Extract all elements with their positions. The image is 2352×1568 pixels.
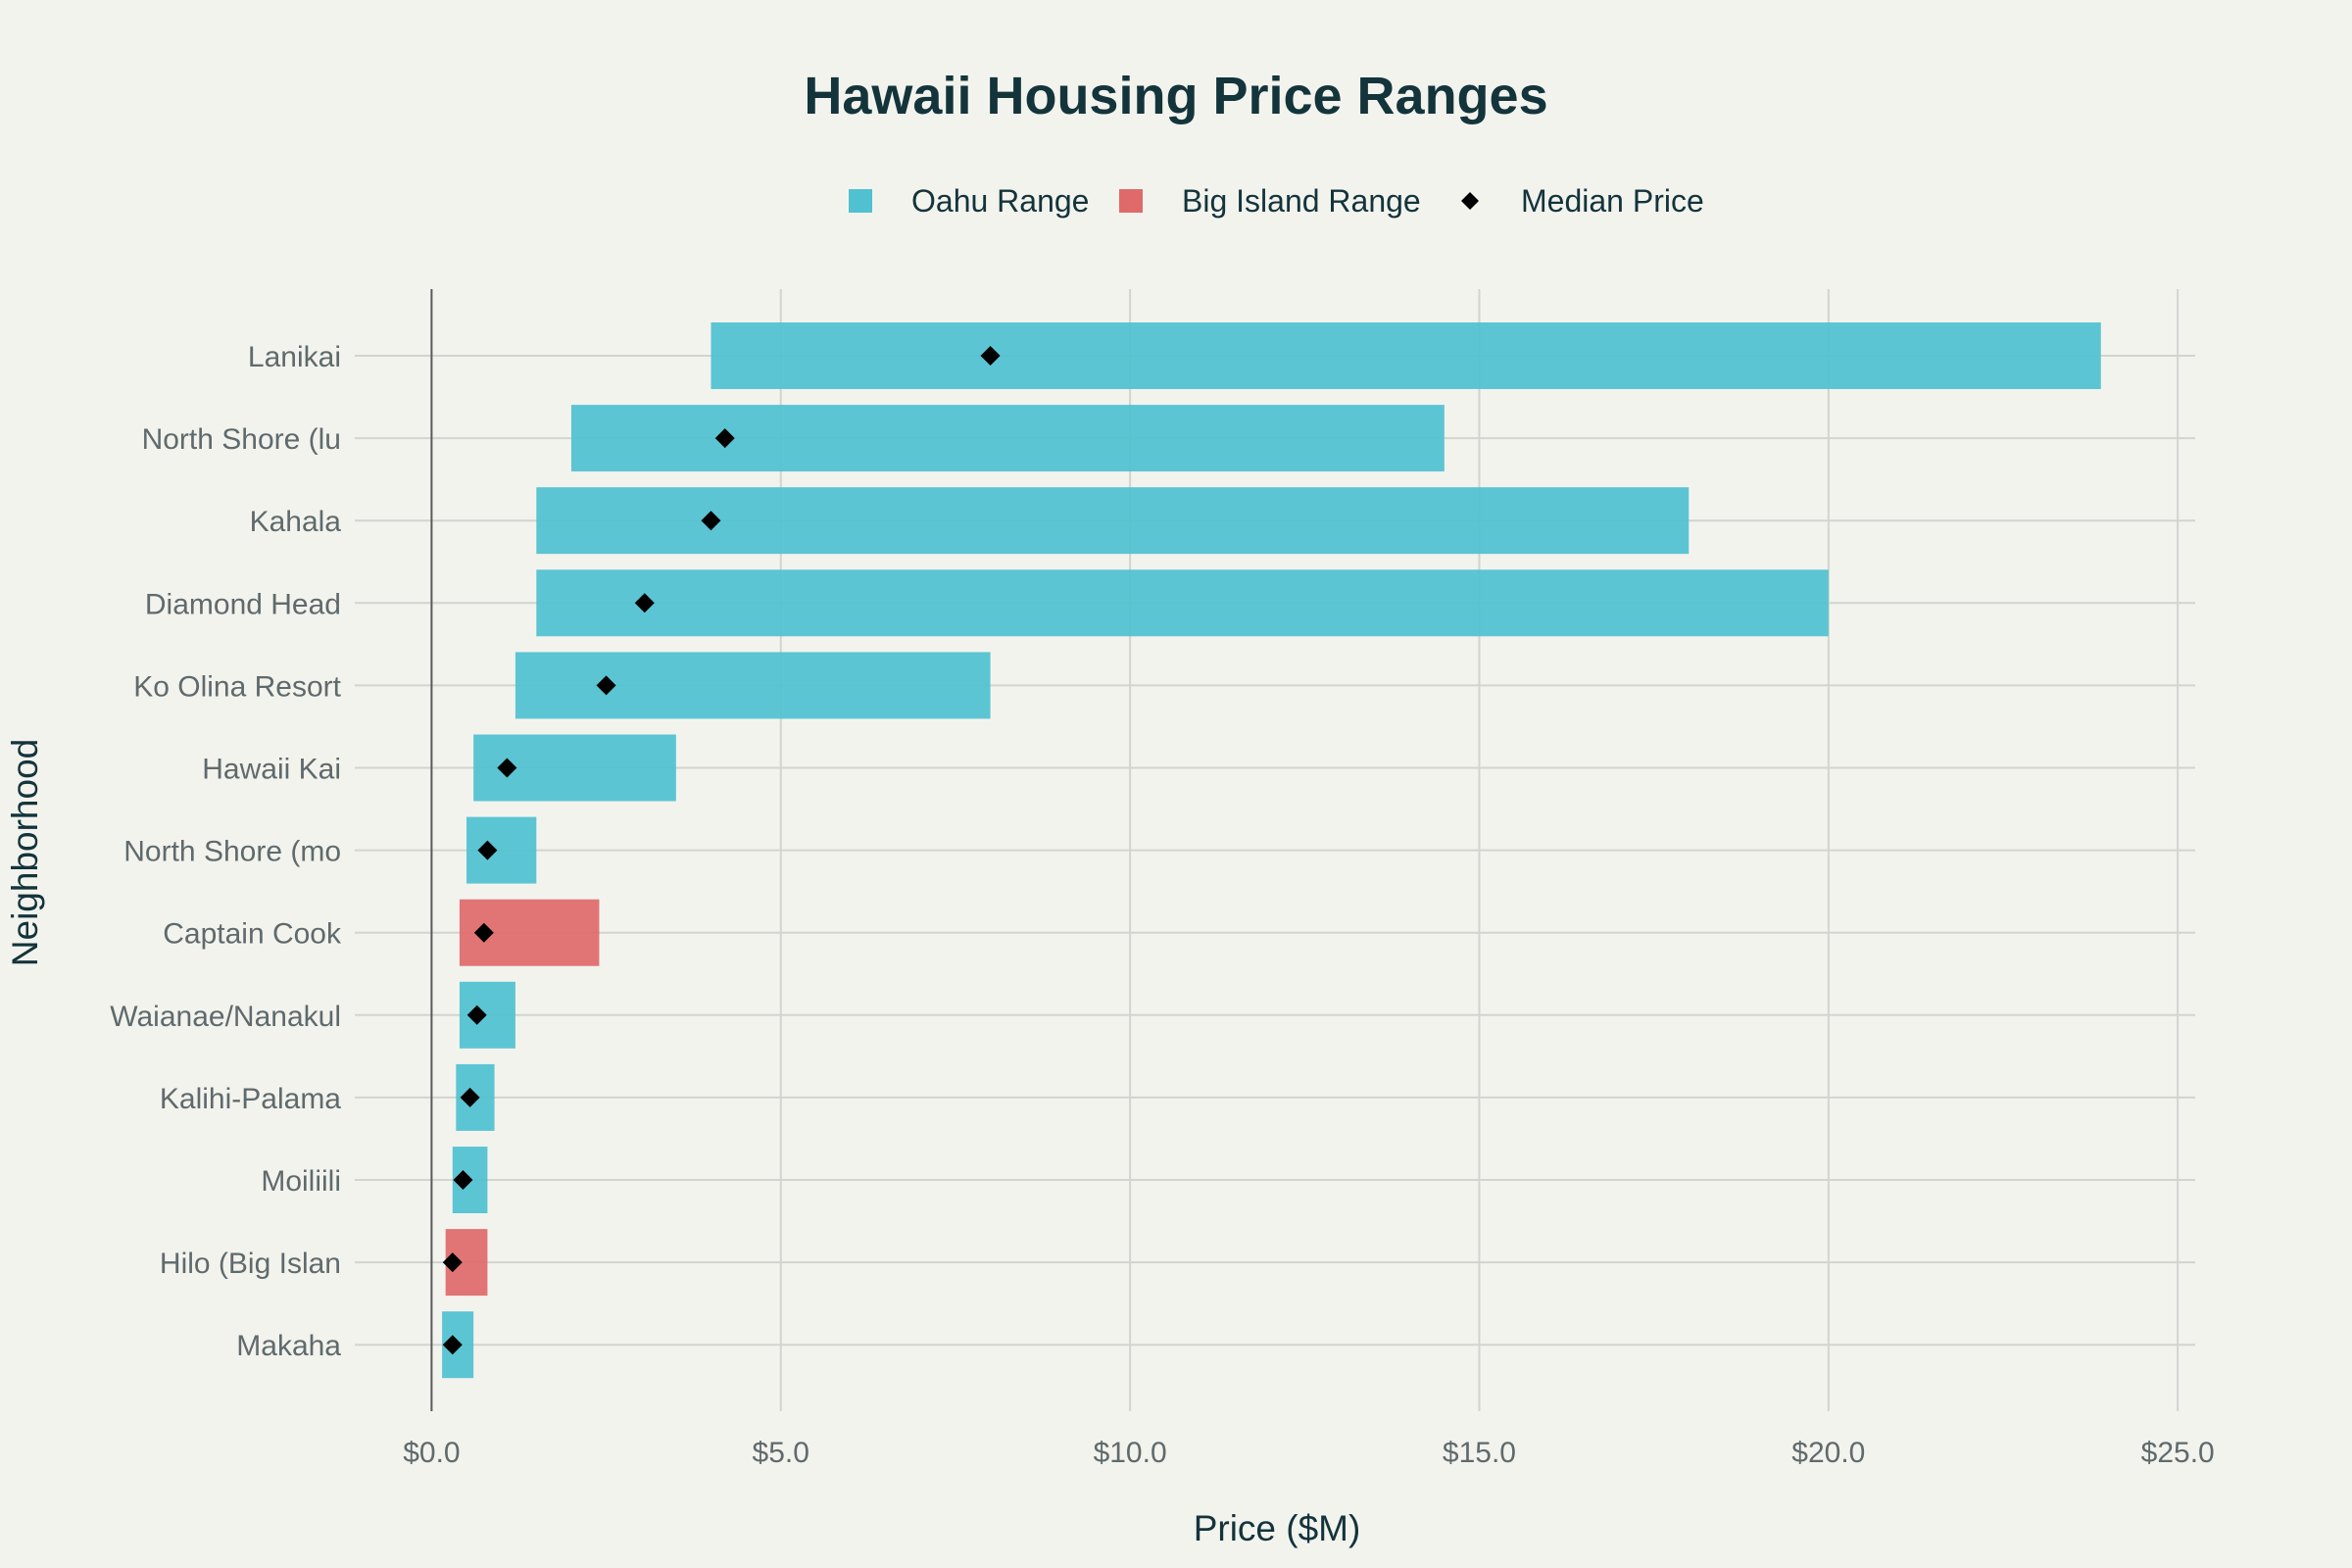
y-tick-label-kalihi-palama: Kalihi-Palama <box>160 1083 341 1115</box>
bars <box>442 322 2101 1379</box>
median-marker-kalihi-palama <box>460 1087 480 1107</box>
y-tick-label-kahala: Kahala <box>250 506 342 538</box>
y-tick-label-ko-olina-resort: Ko Olina Resort <box>133 670 341 703</box>
median-marker-lanikai <box>980 346 1001 366</box>
bar-lanikai <box>710 322 2101 389</box>
bar-north-shore-mo <box>466 816 537 884</box>
median-marker-hawaii-kai <box>497 758 517 778</box>
x-tick-label-5: $25.0 <box>2141 1437 2215 1469</box>
y-tick-label-moiliili: Moiliili <box>261 1165 341 1198</box>
x-tick-label-4: $20.0 <box>1791 1437 1865 1469</box>
legend: Oahu Range Big Island Range Median Price <box>849 183 1704 219</box>
median-marker-ko-olina-resort <box>596 675 616 696</box>
x-tick-labels: $0.0 $5.0 $10.0 $15.0 $20.0 $25.0 <box>403 1437 2215 1469</box>
median-marker-moiliili <box>453 1170 473 1190</box>
median-marker-hilo-big-islan <box>442 1252 463 1273</box>
median-marker-north-shore-mo <box>477 840 498 860</box>
y-tick-labels: Lanikai North Shore (lu Kahala Diamond Head… <box>110 341 342 1362</box>
bar-kahala <box>536 487 1690 555</box>
y-tick-label-north-shore-mo: North Shore (mo <box>123 836 341 868</box>
median-marker-kahala <box>701 511 721 531</box>
median-markers <box>442 346 1001 1355</box>
y-tick-label-lanikai: Lanikai <box>248 341 341 373</box>
bar-diamond-head <box>536 569 1829 637</box>
x-axis-title: Price ($M) <box>1194 1508 1361 1548</box>
y-axis-title: Neighborhood <box>5 739 45 966</box>
median-marker-waianae-nanakul <box>466 1004 487 1025</box>
median-marker-diamond-head <box>634 593 655 613</box>
legend-label-big-island-range: Big Island Range <box>1182 183 1421 219</box>
median-marker-makaha <box>442 1335 463 1355</box>
x-tick-label-2: $10.0 <box>1094 1437 1167 1469</box>
y-tick-label-diamond-head: Diamond Head <box>145 588 341 620</box>
y-tick-label-hilo-big-islan: Hilo (Big Islan <box>160 1248 341 1280</box>
x-tick-label-1: $5.0 <box>753 1437 809 1469</box>
legend-swatch-median-price <box>1461 192 1479 210</box>
legend-swatch-big-island-range <box>1119 189 1143 213</box>
legend-swatch-oahu-range <box>849 189 872 213</box>
x-tick-label-3: $15.0 <box>1443 1437 1516 1469</box>
y-tick-label-waianae-nanakul: Waianae/Nanakul <box>110 1001 341 1033</box>
y-tick-label-makaha: Makaha <box>236 1330 341 1362</box>
median-marker-captain-cook <box>473 922 494 943</box>
y-tick-label-north-shore-lu: North Shore (lu <box>142 423 341 456</box>
y-tick-label-captain-cook: Captain Cook <box>163 918 342 951</box>
legend-label-median-price: Median Price <box>1521 183 1704 219</box>
legend-label-oahu-range: Oahu Range <box>911 183 1089 219</box>
bar-north-shore-lu <box>570 405 1445 472</box>
y-tick-label-hawaii-kai: Hawaii Kai <box>202 754 341 786</box>
bar-ko-olina-resort <box>514 652 991 719</box>
chart-title: Hawaii Housing Price Ranges <box>804 67 1547 125</box>
x-tick-label-0: $0.0 <box>403 1437 460 1469</box>
median-marker-north-shore-lu <box>714 428 735 449</box>
